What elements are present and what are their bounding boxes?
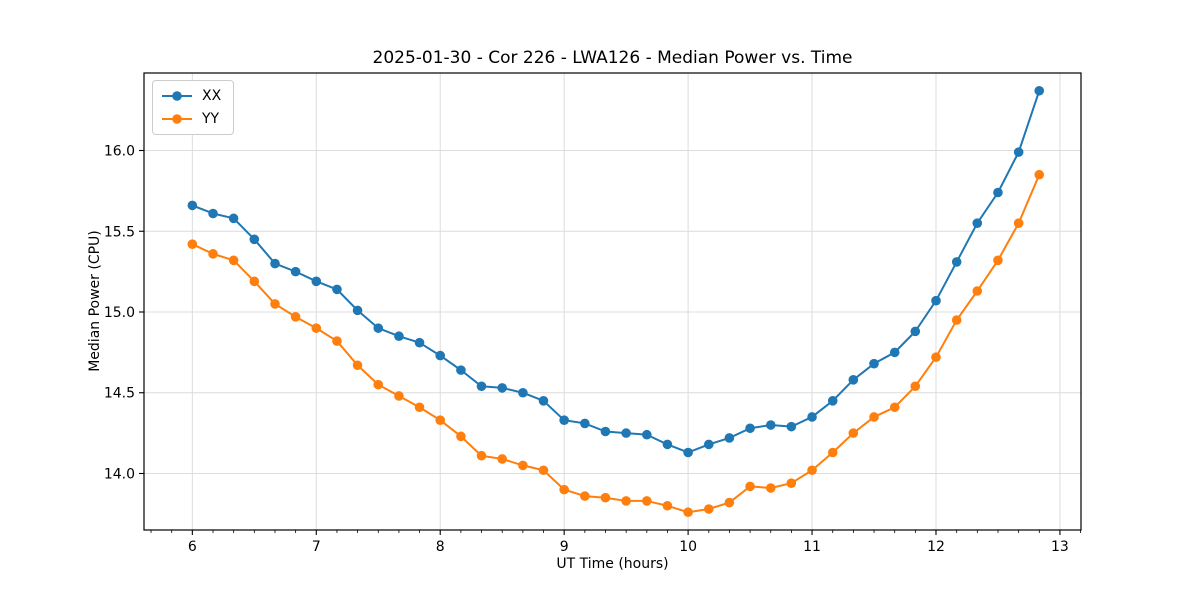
svg-text:8: 8 xyxy=(436,539,445,555)
svg-text:14.0: 14.0 xyxy=(104,466,135,482)
svg-text:15.0: 15.0 xyxy=(104,305,135,321)
y-axis-label: Median Power (CPU) xyxy=(87,230,103,372)
legend-item-xx: XX xyxy=(161,87,221,105)
legend-item-yy: YY xyxy=(161,110,221,128)
svg-text:16.0: 16.0 xyxy=(104,144,135,160)
legend: XX YY xyxy=(152,80,235,135)
xx-line-swatch xyxy=(162,91,192,101)
svg-text:10: 10 xyxy=(679,539,697,555)
legend-label-xx: XX xyxy=(202,88,222,104)
chart-title: 2025-01-30 - Cor 226 - LWA126 - Median P… xyxy=(372,48,853,68)
svg-text:11: 11 xyxy=(803,539,821,555)
svg-text:12: 12 xyxy=(927,539,945,555)
yy-line-swatch xyxy=(162,114,192,124)
svg-text:15.5: 15.5 xyxy=(104,224,135,240)
legend-label-yy: YY xyxy=(202,111,220,127)
svg-text:9: 9 xyxy=(560,539,569,555)
svg-text:13: 13 xyxy=(1051,539,1069,555)
x-axis-label: UT Time (hours) xyxy=(556,556,669,572)
svg-text:7: 7 xyxy=(312,539,321,555)
svg-text:6: 6 xyxy=(188,539,197,555)
svg-text:14.5: 14.5 xyxy=(104,386,135,402)
